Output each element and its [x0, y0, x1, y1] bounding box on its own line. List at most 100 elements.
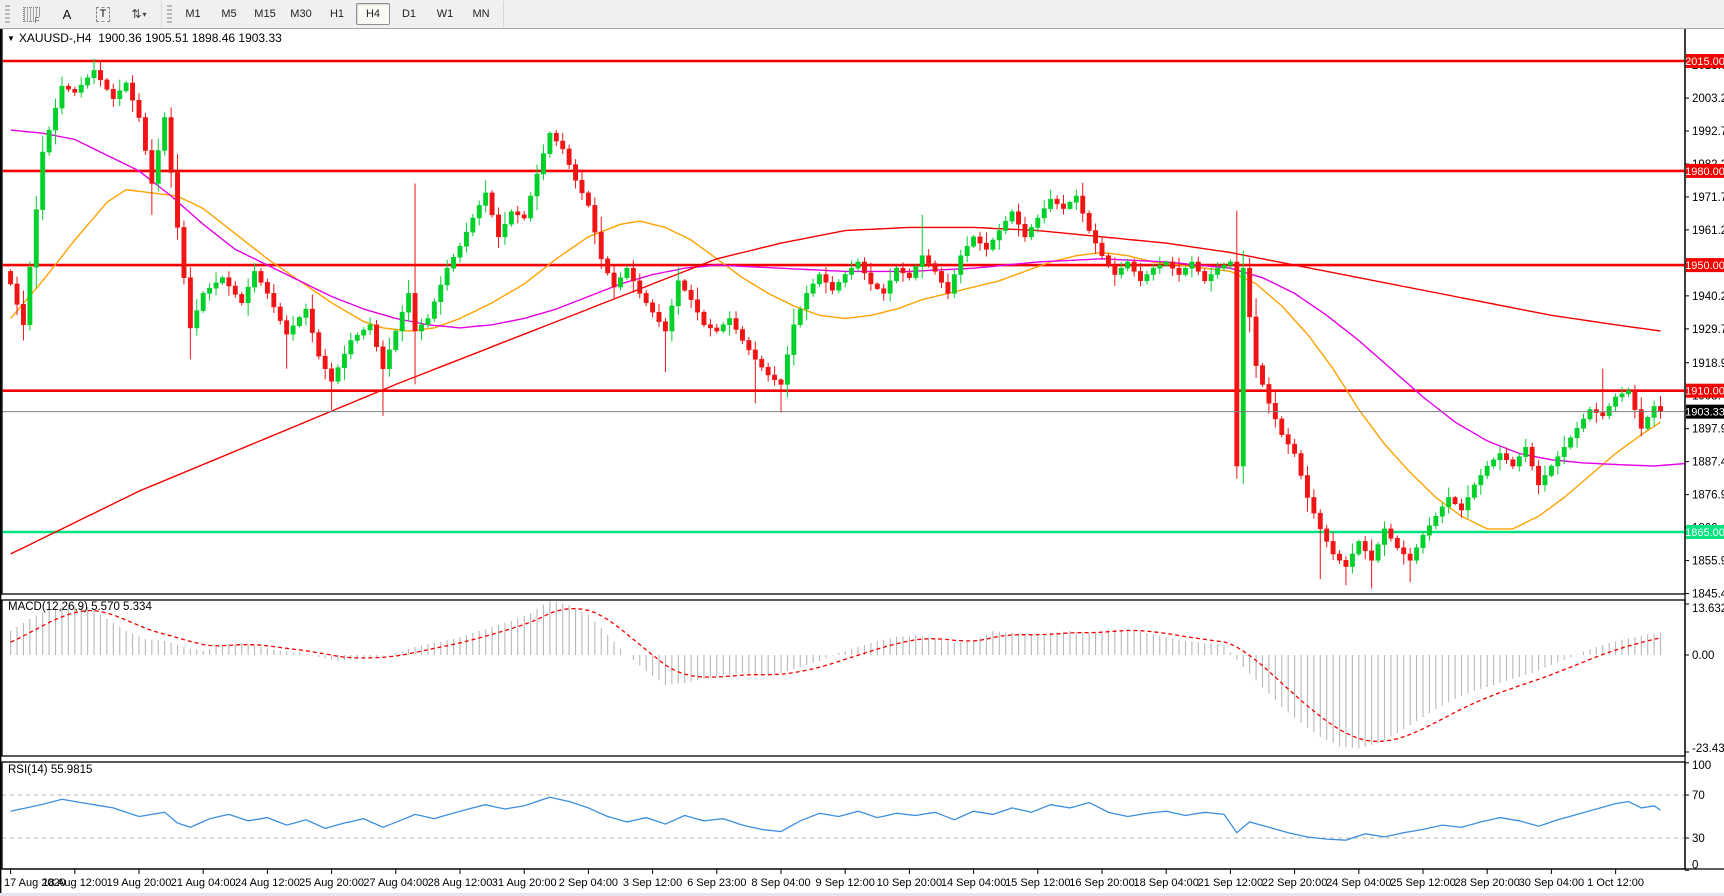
svg-text:1876.90: 1876.90 — [1692, 490, 1724, 502]
symbol-dropdown-icon[interactable]: ▼ — [7, 34, 15, 43]
svg-text:70: 70 — [1692, 790, 1705, 802]
svg-text:1897.90: 1897.90 — [1692, 424, 1724, 436]
timeframe-buttons: M1 M5 M15 M30 H1 H4 D1 W1 MN — [175, 3, 499, 25]
toolbar-timeframes-band: M1 M5 M15 M30 H1 H4 D1 W1 MN — [162, 1, 504, 27]
svg-text:6 Sep 23:00: 6 Sep 23:00 — [687, 877, 746, 889]
svg-text:1992.70: 1992.70 — [1692, 126, 1724, 138]
svg-text:1845.40: 1845.40 — [1692, 589, 1724, 601]
svg-text:1961.20: 1961.20 — [1692, 225, 1724, 237]
text-label-icon: T — [95, 6, 111, 22]
timeframe-button-h4[interactable]: H4 — [356, 3, 390, 25]
svg-text:18 Sep 04:00: 18 Sep 04:00 — [1133, 877, 1198, 889]
candles — [8, 58, 1663, 589]
svg-text:1918.90: 1918.90 — [1692, 358, 1724, 370]
object-arrows-icon: ⇅ — [131, 7, 141, 21]
svg-text:27 Aug 04:00: 27 Aug 04:00 — [363, 877, 428, 889]
symbol-ohlc: 1900.36 1905.51 1898.46 1903.33 — [98, 31, 282, 45]
svg-text:100: 100 — [1692, 760, 1711, 772]
rsi-label: RSI(14) 55.9815 — [8, 764, 93, 776]
svg-text:1 Oct 12:00: 1 Oct 12:00 — [1587, 877, 1644, 889]
svg-text:1910.00: 1910.00 — [1685, 386, 1724, 398]
svg-text:21 Aug 04:00: 21 Aug 04:00 — [171, 877, 236, 889]
svg-text:1855.90: 1855.90 — [1692, 556, 1724, 568]
svg-text:2015.00: 2015.00 — [1685, 56, 1724, 68]
svg-text:1887.40: 1887.40 — [1692, 457, 1724, 469]
toolbar-grip[interactable] — [167, 5, 172, 23]
hline-price-badge: 1980.00 — [1685, 163, 1724, 178]
svg-text:25 Aug 20:00: 25 Aug 20:00 — [299, 877, 364, 889]
svg-text:13.632: 13.632 — [1692, 603, 1724, 615]
svg-text:9 Sep 12:00: 9 Sep 12:00 — [816, 877, 875, 889]
svg-text:0.00: 0.00 — [1692, 650, 1714, 662]
current-price-badge: 1903.33 — [1685, 404, 1724, 419]
symbol-name: XAUUSD-,H4 — [18, 31, 92, 45]
timeframe-button-m1[interactable]: M1 — [185, 8, 201, 20]
svg-text:28 Aug 12:00: 28 Aug 12:00 — [428, 877, 493, 889]
svg-text:1940.20: 1940.20 — [1692, 291, 1724, 303]
price-axis[interactable]: 2013.702003.201992.701982.201971.701961.… — [1685, 60, 1724, 601]
svg-text:1950.00: 1950.00 — [1685, 260, 1724, 272]
hline-price-badge: 1865.00 — [1685, 525, 1724, 539]
svg-text:24 Aug 12:00: 24 Aug 12:00 — [235, 877, 300, 889]
text-label-button[interactable]: T — [86, 3, 120, 25]
svg-text:10 Sep 20:00: 10 Sep 20:00 — [877, 877, 942, 889]
svg-text:1980.00: 1980.00 — [1685, 166, 1724, 178]
symbol-line[interactable]: ▼ XAUUSD-,H4 1900.36 1905.51 1898.46 1903… — [7, 31, 282, 45]
timeframe-button-h1[interactable]: H1 — [329, 8, 345, 20]
svg-text:-23.435: -23.435 — [1692, 743, 1724, 755]
svg-text:19 Aug 20:00: 19 Aug 20:00 — [107, 877, 172, 889]
svg-text:14 Sep 04:00: 14 Sep 04:00 — [941, 877, 1006, 889]
svg-text:1903.33: 1903.33 — [1685, 407, 1724, 419]
rsi-panel[interactable] — [2, 794, 1685, 841]
timeframe-button-m30[interactable]: M30 — [290, 8, 312, 20]
timeframe-button-m5[interactable]: M5 — [221, 8, 237, 20]
hline-price-badge: 1950.00 — [1685, 258, 1724, 273]
cursor-arrow-button[interactable]: A — [50, 3, 84, 25]
svg-text:3 Sep 12:00: 3 Sep 12:00 — [623, 877, 682, 889]
ma-slow-red — [10, 226, 1661, 555]
svg-text:25 Sep 12:00: 25 Sep 12:00 — [1390, 877, 1455, 889]
svg-text:18 Aug 12:00: 18 Aug 12:00 — [42, 877, 107, 889]
svg-text:28 Sep 20:00: 28 Sep 20:00 — [1454, 877, 1519, 889]
ma-medium-magenta — [10, 129, 1685, 467]
macd-signal-line — [10, 607, 1661, 743]
svg-text:15 Sep 12:00: 15 Sep 12:00 — [1005, 877, 1070, 889]
svg-text:30: 30 — [1692, 833, 1705, 845]
hline-price-badge: 1910.00 — [1685, 383, 1724, 398]
svg-text:1971.70: 1971.70 — [1692, 192, 1724, 204]
timeframe-button-d1[interactable]: D1 — [401, 8, 417, 20]
svg-text:2 Sep 04:00: 2 Sep 04:00 — [559, 877, 618, 889]
timeframe-button-mn[interactable]: MN — [472, 8, 490, 20]
window-bottom-edge — [0, 893, 1724, 896]
object-arrows-button[interactable]: ⇅ ▾ — [122, 3, 156, 25]
rsi-line — [10, 796, 1661, 841]
toolbar-grip[interactable] — [5, 5, 10, 23]
macd-label: MACD(12,26,9) 5.570 5.334 — [8, 601, 152, 613]
timeframe-button-m15[interactable]: M15 — [254, 8, 276, 20]
chevron-down-icon: ▾ — [142, 9, 147, 19]
toolbar: F A T ⇅ ▾ M1 M5 M15 M30 H1 H4 D1 W1 MN — [0, 0, 1724, 29]
svg-text:1929.70: 1929.70 — [1692, 324, 1724, 336]
svg-text:8 Sep 04:00: 8 Sep 04:00 — [751, 877, 810, 889]
main-chart-panel[interactable] — [2, 58, 1693, 589]
svg-text:22 Sep 20:00: 22 Sep 20:00 — [1262, 877, 1327, 889]
macd-panel[interactable] — [10, 600, 1662, 749]
svg-text:21 Sep 12:00: 21 Sep 12:00 — [1198, 877, 1263, 889]
svg-text:31 Aug 20:00: 31 Aug 20:00 — [492, 877, 557, 889]
svg-text:24 Sep 04:00: 24 Sep 04:00 — [1326, 877, 1391, 889]
tile-windows-button[interactable]: F — [14, 3, 48, 25]
ma-fast-orange — [10, 188, 1661, 530]
svg-text:17 Aug 2020: 17 Aug 2020 — [4, 877, 66, 889]
svg-text:2003.20: 2003.20 — [1692, 93, 1724, 105]
svg-text:1865.00: 1865.00 — [1685, 527, 1724, 539]
hline-price-badge: 2015.00 — [1685, 54, 1724, 68]
svg-text:16 Sep 20:00: 16 Sep 20:00 — [1069, 877, 1134, 889]
svg-text:0: 0 — [1692, 859, 1698, 871]
timeframe-button-w1[interactable]: W1 — [436, 8, 454, 20]
tile-windows-icon: F — [22, 6, 40, 25]
toolbar-objects-band: F A T ⇅ ▾ — [0, 1, 162, 27]
svg-text:30 Sep 04:00: 30 Sep 04:00 — [1519, 877, 1584, 889]
